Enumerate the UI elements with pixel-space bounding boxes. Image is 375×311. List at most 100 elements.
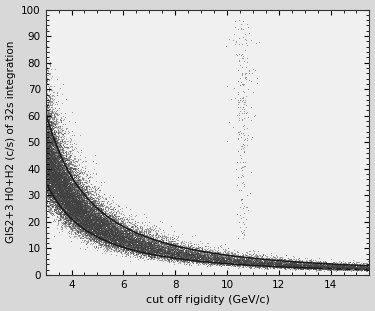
Point xyxy=(78,211,84,216)
Point xyxy=(92,207,98,212)
Point xyxy=(54,190,60,195)
Point xyxy=(63,191,69,196)
Point xyxy=(189,262,195,267)
Point xyxy=(142,245,148,250)
Point xyxy=(80,221,86,226)
Point xyxy=(179,255,185,260)
Point xyxy=(293,260,299,265)
Point xyxy=(44,119,50,124)
Point xyxy=(96,230,102,235)
Point xyxy=(71,200,77,205)
Point xyxy=(358,265,364,270)
Point xyxy=(56,157,62,162)
Point xyxy=(57,185,63,190)
Point xyxy=(60,192,66,197)
Point xyxy=(83,241,89,246)
Point xyxy=(63,197,69,202)
Point xyxy=(171,249,177,254)
Point xyxy=(323,263,329,268)
Point xyxy=(72,204,78,209)
Point xyxy=(69,188,75,193)
Point xyxy=(48,193,54,197)
Point xyxy=(220,255,226,260)
Point xyxy=(233,256,239,261)
Point xyxy=(213,254,219,259)
Point xyxy=(70,210,76,215)
Point xyxy=(44,125,50,130)
Point xyxy=(51,176,57,181)
Point xyxy=(44,168,50,173)
Point xyxy=(43,110,49,115)
Point xyxy=(123,236,129,241)
Point xyxy=(195,249,201,254)
Point xyxy=(324,261,330,266)
Point xyxy=(113,219,119,224)
Point xyxy=(108,244,114,249)
Point xyxy=(45,174,51,179)
Point xyxy=(89,214,95,219)
Point xyxy=(48,177,54,182)
Point xyxy=(109,232,115,237)
Point xyxy=(350,265,355,270)
Point xyxy=(298,258,304,263)
Point xyxy=(366,263,372,268)
Point xyxy=(111,232,117,237)
Point xyxy=(62,207,68,212)
Point xyxy=(100,216,106,221)
Point xyxy=(98,225,104,230)
Point xyxy=(208,258,214,262)
Point xyxy=(281,265,287,270)
Point xyxy=(322,265,328,270)
Point xyxy=(335,263,341,268)
Point xyxy=(64,198,70,203)
Point xyxy=(82,207,88,211)
Point xyxy=(145,250,151,255)
Point xyxy=(249,262,255,267)
Point xyxy=(59,200,65,205)
Point xyxy=(242,256,248,261)
Point xyxy=(62,179,68,183)
Point xyxy=(75,177,81,182)
Point xyxy=(347,265,353,270)
Point xyxy=(68,181,74,186)
Point xyxy=(108,231,114,236)
Point xyxy=(53,183,59,188)
Point xyxy=(242,260,248,265)
Point xyxy=(71,215,77,220)
Point xyxy=(98,228,104,233)
Point xyxy=(93,228,99,233)
Point xyxy=(98,237,104,242)
Point xyxy=(87,200,93,205)
Point xyxy=(124,252,130,257)
Point xyxy=(321,266,327,271)
Point xyxy=(62,219,68,224)
Point xyxy=(359,264,365,269)
Point xyxy=(142,240,148,245)
Point xyxy=(219,256,225,261)
Point xyxy=(306,263,312,268)
Point xyxy=(300,263,306,268)
Point xyxy=(68,216,74,220)
Point xyxy=(104,225,110,230)
Point xyxy=(96,233,102,238)
Point xyxy=(274,264,280,269)
Point xyxy=(66,230,72,235)
Point xyxy=(66,188,72,193)
Point xyxy=(119,235,125,240)
Point xyxy=(172,245,178,250)
Point xyxy=(113,244,119,248)
Point xyxy=(92,229,98,234)
Point xyxy=(213,257,219,262)
Point xyxy=(98,209,104,214)
Point xyxy=(83,229,89,234)
Point xyxy=(291,259,297,264)
Point xyxy=(51,164,57,169)
Point xyxy=(57,210,63,215)
Point xyxy=(128,246,134,251)
Point xyxy=(50,172,56,177)
Point xyxy=(358,266,364,271)
Point xyxy=(52,175,58,180)
Point xyxy=(62,185,68,190)
Point xyxy=(46,170,52,175)
Point xyxy=(73,209,79,214)
